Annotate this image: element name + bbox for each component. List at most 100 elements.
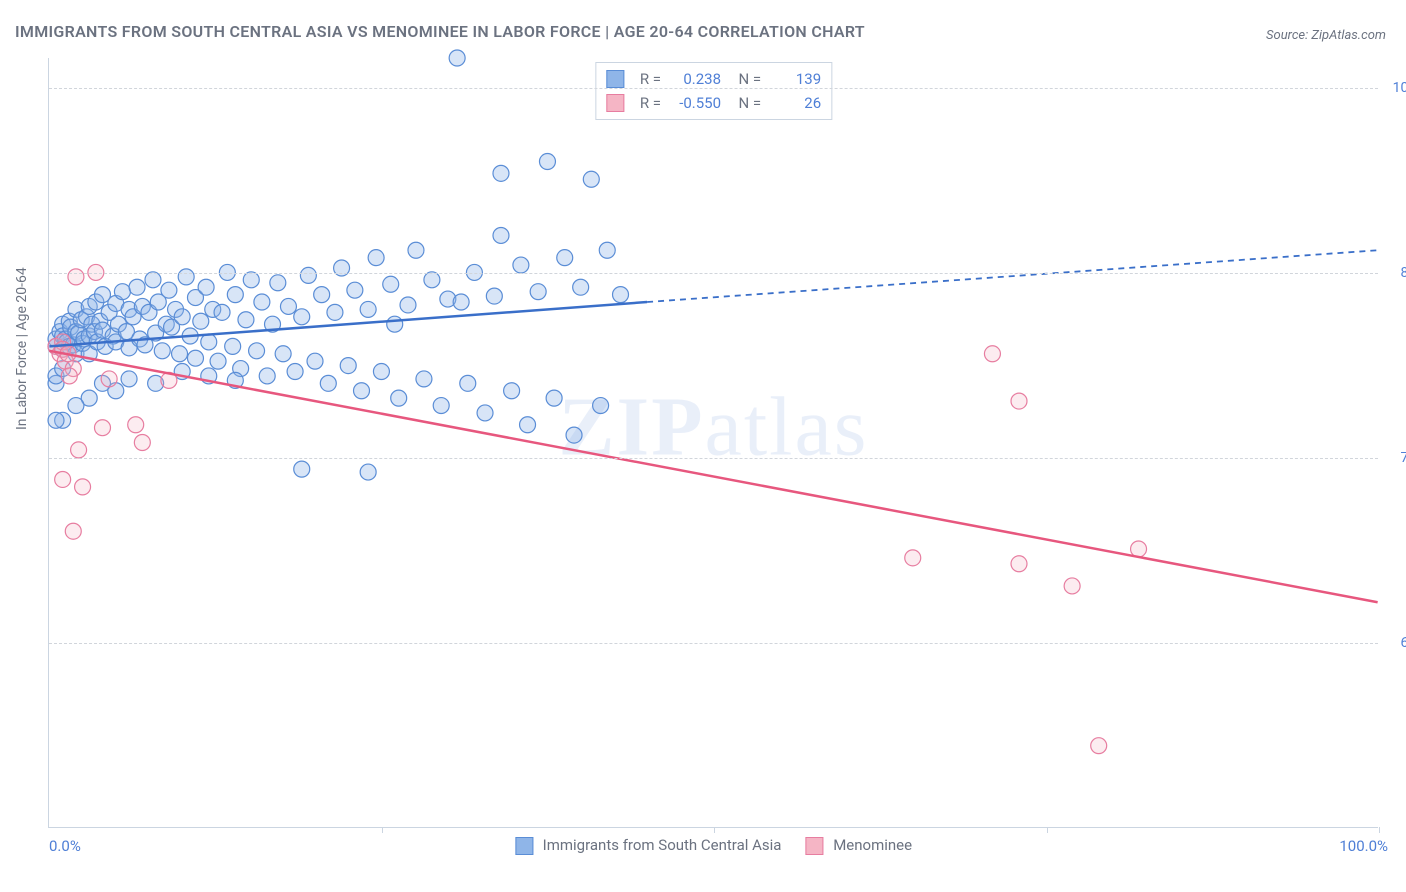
legend-bottom: Immigrants from South Central Asia Menom… xyxy=(515,836,912,855)
scatter-point xyxy=(573,279,589,295)
scatter-point xyxy=(198,279,214,295)
scatter-point xyxy=(275,346,291,362)
scatter-point xyxy=(486,288,502,304)
scatter-point xyxy=(134,435,150,451)
x-axis-min-label: 0.0% xyxy=(49,837,81,855)
scatter-point xyxy=(360,301,376,317)
scatter-point xyxy=(493,227,509,243)
regression-line xyxy=(49,351,1377,602)
scatter-point xyxy=(187,350,203,366)
y-tick-label: 75.0% xyxy=(1400,450,1406,466)
scatter-point xyxy=(95,420,111,436)
scatter-point xyxy=(1011,393,1027,409)
scatter-point xyxy=(449,50,465,66)
stats-swatch-1 xyxy=(606,70,624,88)
scatter-point xyxy=(75,479,91,495)
scatter-point xyxy=(347,282,363,298)
scatter-point xyxy=(320,375,336,391)
scatter-point xyxy=(294,309,310,325)
chart-title: IMMIGRANTS FROM SOUTH CENTRAL ASIA VS ME… xyxy=(15,22,865,41)
scatter-point xyxy=(270,275,286,291)
scatter-point xyxy=(424,272,440,288)
scatter-point xyxy=(227,287,243,303)
stats-legend-box: R = 0.238 N = 139 R = -0.550 N = 26 xyxy=(595,62,832,120)
scatter-point xyxy=(373,364,389,380)
gridline-h xyxy=(49,643,1378,644)
plot-area: ZIPatlas R = 0.238 N = 139 R = -0.550 N … xyxy=(48,58,1378,828)
scatter-point xyxy=(300,267,316,283)
scatter-point xyxy=(154,343,170,359)
scatter-point xyxy=(238,312,254,328)
scatter-point xyxy=(114,284,130,300)
y-tick-label: 62.5% xyxy=(1400,635,1406,651)
scatter-point xyxy=(368,250,384,266)
gridline-h xyxy=(49,458,1378,459)
scatter-point xyxy=(613,287,629,303)
x-tick xyxy=(714,827,715,833)
scatter-point xyxy=(360,464,376,480)
chart-container: IMMIGRANTS FROM SOUTH CENTRAL ASIA VS ME… xyxy=(0,0,1406,892)
scatter-point xyxy=(61,368,77,384)
scatter-svg xyxy=(49,58,1378,827)
scatter-point xyxy=(307,353,323,369)
scatter-point xyxy=(161,282,177,298)
y-tick-label: 87.5% xyxy=(1400,265,1406,281)
scatter-point xyxy=(259,368,275,384)
scatter-point xyxy=(1131,541,1147,557)
scatter-point xyxy=(172,346,188,362)
stats-row-series2: R = -0.550 N = 26 xyxy=(606,91,821,115)
scatter-point xyxy=(546,390,562,406)
scatter-point xyxy=(71,442,87,458)
scatter-point xyxy=(391,390,407,406)
scatter-point xyxy=(387,316,403,332)
scatter-point xyxy=(504,383,520,399)
scatter-point xyxy=(593,398,609,414)
scatter-point xyxy=(174,309,190,325)
scatter-point xyxy=(1011,556,1027,572)
scatter-point xyxy=(128,417,144,433)
scatter-point xyxy=(225,338,241,354)
scatter-point xyxy=(354,383,370,399)
scatter-point xyxy=(214,304,230,320)
scatter-point xyxy=(201,334,217,350)
scatter-point xyxy=(539,154,555,170)
scatter-point xyxy=(1091,738,1107,754)
stats-r-label: R = xyxy=(640,91,661,115)
scatter-point xyxy=(340,358,356,374)
scatter-point xyxy=(905,550,921,566)
scatter-point xyxy=(178,269,194,285)
scatter-point xyxy=(280,298,296,314)
scatter-point xyxy=(599,242,615,258)
scatter-point xyxy=(416,371,432,387)
scatter-point xyxy=(453,294,469,310)
scatter-point xyxy=(249,343,265,359)
stats-swatch-2 xyxy=(606,94,624,112)
scatter-point xyxy=(129,279,145,295)
y-tick-label: 100.0% xyxy=(1393,80,1406,96)
scatter-point xyxy=(1064,578,1080,594)
scatter-point xyxy=(101,371,117,387)
scatter-point xyxy=(513,257,529,273)
legend-swatch-2 xyxy=(805,837,823,855)
scatter-point xyxy=(493,165,509,181)
scatter-point xyxy=(48,412,64,428)
legend-label-1: Immigrants from South Central Asia xyxy=(543,836,782,854)
scatter-point xyxy=(433,398,449,414)
scatter-point xyxy=(314,287,330,303)
scatter-point xyxy=(557,250,573,266)
regression-line-extended xyxy=(647,250,1378,302)
source-attribution: Source: ZipAtlas.com xyxy=(1266,28,1386,43)
scatter-point xyxy=(121,371,137,387)
scatter-point xyxy=(400,297,416,313)
scatter-point xyxy=(984,346,1000,362)
legend-item-2: Menominee xyxy=(805,836,912,855)
stats-r-val-2: -0.550 xyxy=(671,91,721,115)
legend-swatch-1 xyxy=(515,837,533,855)
scatter-point xyxy=(55,471,71,487)
scatter-point xyxy=(294,461,310,477)
legend-item-1: Immigrants from South Central Asia xyxy=(515,836,782,855)
scatter-point xyxy=(68,398,84,414)
stats-n-label: N = xyxy=(731,91,761,115)
x-axis-max-label: 100.0% xyxy=(1339,837,1388,855)
scatter-point xyxy=(460,375,476,391)
